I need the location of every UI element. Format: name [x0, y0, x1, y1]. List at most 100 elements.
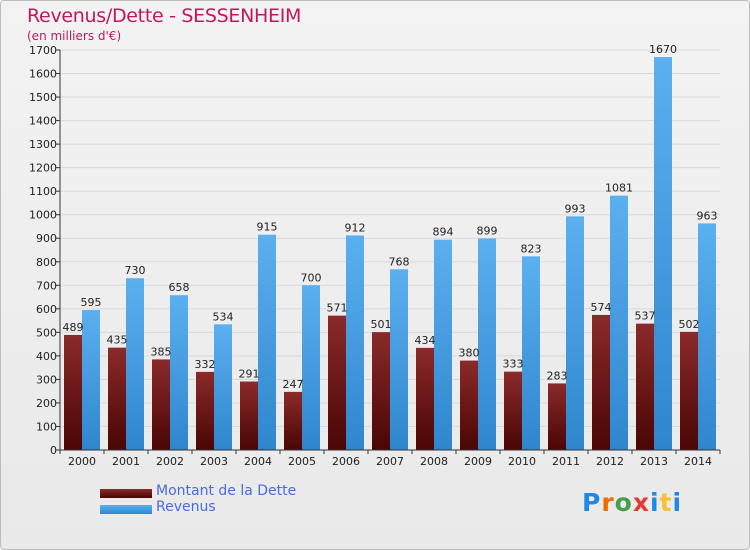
legend-swatch-dette	[100, 489, 152, 498]
x-tick-label: 2008	[420, 455, 448, 468]
data-label-dette: 247	[283, 378, 304, 391]
x-tick-label: 2014	[684, 455, 712, 468]
bar-revenus	[566, 216, 584, 450]
bar-revenus	[434, 239, 452, 450]
logo-letter: r	[601, 488, 615, 517]
logo-letter: o	[614, 488, 633, 517]
data-label-dette: 283	[547, 369, 568, 382]
bar-dette	[64, 334, 82, 450]
data-label-dette: 332	[195, 358, 216, 371]
bar-revenus	[610, 195, 628, 450]
data-label-revenus: 700	[301, 271, 322, 284]
data-label-revenus: 534	[213, 310, 234, 323]
logo-letter: x	[632, 488, 650, 517]
x-tick-label: 2002	[156, 455, 184, 468]
legend-label-dette: Montant de la Dette	[156, 483, 297, 499]
data-label-dette: 291	[239, 368, 260, 381]
data-label-revenus: 768	[389, 255, 410, 268]
data-label-revenus: 658	[169, 281, 190, 294]
y-tick-label: 1500	[29, 91, 57, 104]
x-tick-label: 2011	[552, 455, 580, 468]
y-tick-label: 1300	[29, 138, 57, 151]
bar-dette	[548, 383, 566, 450]
bar-dette	[328, 315, 346, 450]
data-label-dette: 435	[107, 334, 128, 347]
bar-revenus	[214, 324, 232, 450]
x-tick-label: 2005	[288, 455, 316, 468]
data-label-revenus: 912	[345, 221, 366, 234]
bar-revenus	[390, 269, 408, 450]
data-label-revenus: 963	[697, 209, 718, 222]
bar-revenus	[522, 256, 540, 450]
x-tick-label: 2004	[244, 455, 272, 468]
y-tick-label: 600	[36, 303, 57, 316]
legend-label-revenus: Revenus	[156, 499, 216, 515]
chart-title: Revenus/Dette - SESSENHEIM	[27, 5, 302, 27]
y-tick-label: 800	[36, 256, 57, 269]
logo-letter: t	[659, 488, 673, 517]
y-tick-label: 1100	[29, 185, 57, 198]
data-label-revenus: 730	[125, 264, 146, 277]
x-tick-label: 2006	[332, 455, 360, 468]
y-tick-label: 300	[36, 373, 57, 386]
bar-dette	[680, 331, 698, 450]
y-tick-label: 500	[36, 326, 57, 339]
data-label-dette: 501	[371, 318, 392, 331]
chart-subtitle: (en milliers d'€)	[27, 29, 122, 43]
data-label-revenus: 595	[81, 296, 102, 309]
data-label-dette: 489	[63, 321, 84, 334]
proxiti-logo: Proxiti	[582, 488, 682, 517]
y-tick-label: 0	[50, 444, 57, 457]
data-label-revenus: 823	[521, 242, 542, 255]
bar-revenus	[126, 278, 144, 450]
bar-revenus	[258, 234, 276, 450]
bar-dette	[108, 347, 126, 450]
logo-letter: P	[582, 488, 602, 517]
logo-letter: i	[650, 488, 660, 517]
data-label-revenus: 1670	[649, 43, 677, 56]
bar-dette	[152, 359, 170, 450]
x-tick-label: 2009	[464, 455, 492, 468]
bar-dette	[372, 332, 390, 450]
data-label-revenus: 1081	[605, 182, 633, 195]
y-tick-label: 1200	[29, 162, 57, 175]
y-tick-label: 1000	[29, 209, 57, 222]
bar-dette	[196, 371, 214, 450]
bar-dette	[636, 323, 654, 450]
bar-dette	[592, 314, 610, 450]
bar-revenus	[346, 235, 364, 450]
data-label-dette: 380	[459, 347, 480, 360]
bar-dette	[284, 391, 302, 450]
data-label-dette: 385	[151, 345, 172, 358]
data-label-dette: 434	[415, 334, 436, 347]
y-tick-label: 400	[36, 350, 57, 363]
logo-letter: i	[672, 488, 683, 517]
data-label-revenus: 899	[477, 224, 498, 237]
bar-revenus	[82, 310, 100, 450]
x-tick-label: 2007	[376, 455, 404, 468]
bar-revenus	[698, 223, 716, 450]
y-tick-label: 200	[36, 397, 57, 410]
y-tick-label: 1600	[29, 68, 57, 81]
x-tick-label: 2001	[112, 455, 140, 468]
legend-swatch-revenus	[100, 505, 152, 514]
bar-dette	[460, 360, 478, 450]
bar-revenus	[302, 285, 320, 450]
x-tick-label: 2010	[508, 455, 536, 468]
data-label-dette: 502	[679, 318, 700, 331]
bar-revenus	[170, 295, 188, 450]
y-tick-label: 1400	[29, 115, 57, 128]
bar-revenus	[654, 57, 672, 450]
y-tick-label: 700	[36, 279, 57, 292]
bar-dette	[240, 381, 258, 450]
x-tick-label: 2003	[200, 455, 228, 468]
data-label-dette: 537	[635, 310, 656, 323]
data-label-revenus: 894	[433, 226, 454, 239]
data-label-dette: 571	[327, 302, 348, 315]
bar-revenus	[478, 238, 496, 450]
bar-dette	[416, 347, 434, 450]
data-label-revenus: 993	[565, 202, 586, 215]
bar-dette	[504, 371, 522, 450]
x-tick-label: 2013	[640, 455, 668, 468]
